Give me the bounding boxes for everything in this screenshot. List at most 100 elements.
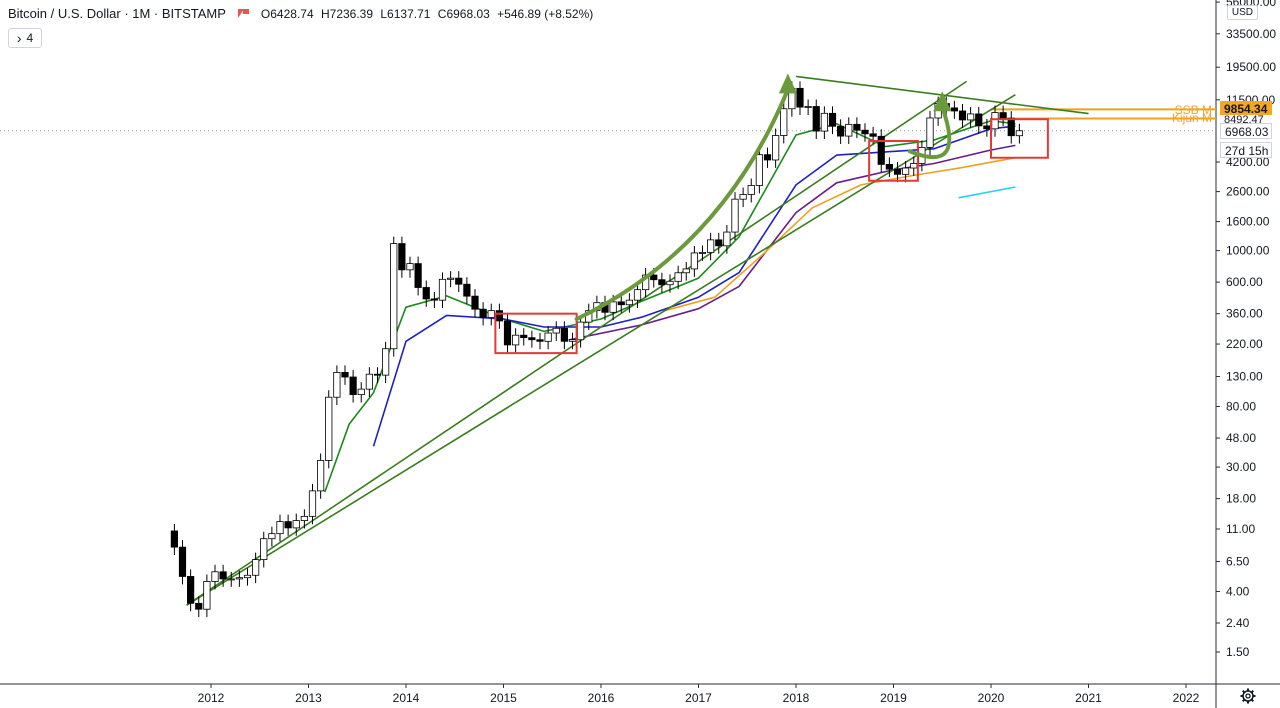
- candle-body: [690, 252, 698, 270]
- indicators-toggle-button[interactable]: › 4: [8, 28, 42, 48]
- candle-body: [902, 167, 910, 175]
- candle-body: [910, 163, 918, 169]
- y-tick-label: 600.00: [1226, 275, 1263, 289]
- candle-body: [869, 133, 877, 137]
- candle-body: [853, 123, 861, 131]
- candle-body: [390, 243, 398, 350]
- kijun-label: Kijun M: [1171, 111, 1212, 125]
- candle-body: [406, 263, 414, 271]
- y-tick-label: 360.00: [1226, 307, 1263, 321]
- candle-body: [804, 106, 812, 108]
- y-tick-label: 130.00: [1226, 370, 1263, 384]
- y-tick-label: 1600.00: [1226, 215, 1270, 229]
- candle-body: [252, 559, 260, 576]
- candle-body: [203, 581, 211, 610]
- candle-body: [317, 460, 325, 492]
- y-tick-label: 1000.00: [1226, 244, 1270, 258]
- candle-body: [544, 332, 552, 342]
- candle-body: [479, 308, 487, 318]
- candle-body: [195, 602, 203, 610]
- candle-body: [365, 373, 373, 390]
- y-tick-label: 220.00: [1226, 337, 1263, 351]
- candle-body: [284, 521, 292, 529]
- trend-arrow-head: [933, 91, 952, 112]
- candle-body: [528, 337, 536, 341]
- candle-body: [349, 376, 357, 396]
- candle-body: [333, 372, 341, 398]
- y-tick-label: 80.00: [1226, 400, 1256, 414]
- market-status-icon: [237, 9, 249, 18]
- x-tick-label: 2017: [685, 691, 712, 705]
- change-value: +546.89 (+8.52%): [497, 6, 594, 21]
- candle-body: [755, 154, 763, 186]
- candle-body: [292, 520, 300, 529]
- x-tick-label: 2022: [1173, 691, 1200, 705]
- last-price-tag: 6968.03: [1220, 123, 1272, 139]
- candle-body: [300, 515, 308, 522]
- low-value: L6137.71: [380, 6, 431, 21]
- candle-body: [276, 521, 284, 535]
- currency-label[interactable]: USD: [1226, 5, 1258, 20]
- candle-body: [893, 168, 902, 175]
- candle-body: [926, 117, 934, 148]
- high-value: H7236.39: [320, 6, 374, 21]
- candle-body: [308, 490, 317, 517]
- candle-body: [227, 578, 235, 581]
- candle-body: [845, 123, 853, 137]
- y-tick-label: 30.00: [1226, 460, 1256, 474]
- candle-body: [243, 574, 252, 579]
- candle-body: [503, 320, 512, 346]
- candle-body: [739, 194, 747, 200]
- candle-body: [975, 113, 983, 127]
- candle-body: [698, 252, 707, 254]
- candle-body: [552, 327, 560, 334]
- y-tick-label: 6.50: [1226, 554, 1250, 568]
- candle-body: [430, 298, 438, 301]
- candle-body: [260, 538, 268, 561]
- indicator-count: 4: [26, 31, 34, 45]
- symbol-title[interactable]: Bitcoin / U.S. Dollar · 1M · BITSTAMP: [8, 6, 226, 21]
- chevron-right-icon: ›: [16, 30, 22, 46]
- candle-body: [861, 129, 869, 135]
- candle-body: [666, 280, 674, 286]
- moving-average-purple: [568, 144, 1016, 341]
- highlight-box: [494, 312, 578, 355]
- kijun-price-tag: 8492.47: [1220, 115, 1272, 125]
- trendline: [186, 93, 1016, 606]
- x-tick-label: 2016: [588, 691, 615, 705]
- candle-body: [633, 289, 642, 301]
- candle-body: [422, 287, 430, 300]
- candle-body: [471, 295, 479, 310]
- x-tick-label: 2019: [880, 691, 907, 705]
- candle-body: [682, 268, 690, 274]
- candle-body: [178, 546, 187, 577]
- trend-arrow: [574, 87, 790, 322]
- y-tick-label: 1.50: [1226, 645, 1250, 659]
- candle-body: [674, 272, 682, 282]
- candle-body: [625, 299, 633, 306]
- candle-body: [170, 530, 178, 548]
- candle-body: [414, 263, 422, 288]
- candle-body: [772, 135, 780, 161]
- x-tick-label: 2018: [783, 691, 810, 705]
- candle-body: [723, 231, 731, 247]
- candle-body: [357, 388, 365, 396]
- candle-body: [731, 198, 739, 233]
- gear-icon[interactable]: [1240, 688, 1256, 704]
- highlight-box: [990, 118, 1049, 159]
- candle-body: [828, 112, 837, 127]
- y-tick-label: 2600.00: [1226, 185, 1270, 199]
- candle-body: [650, 274, 658, 281]
- x-tick-label: 2021: [1075, 691, 1102, 705]
- y-tick-label: 56000.00: [1226, 0, 1276, 9]
- candle-body: [487, 310, 495, 318]
- candle-body: [520, 334, 528, 339]
- ohlc-values: O6428.74 H7236.39 L6137.71 C6968.03 +546…: [261, 7, 597, 21]
- candle-body: [967, 113, 975, 121]
- candle-body: [373, 373, 382, 376]
- candle-body: [763, 154, 772, 161]
- candle-body: [382, 348, 390, 376]
- candle-body: [1015, 130, 1023, 137]
- y-tick-label: 18.00: [1226, 492, 1256, 506]
